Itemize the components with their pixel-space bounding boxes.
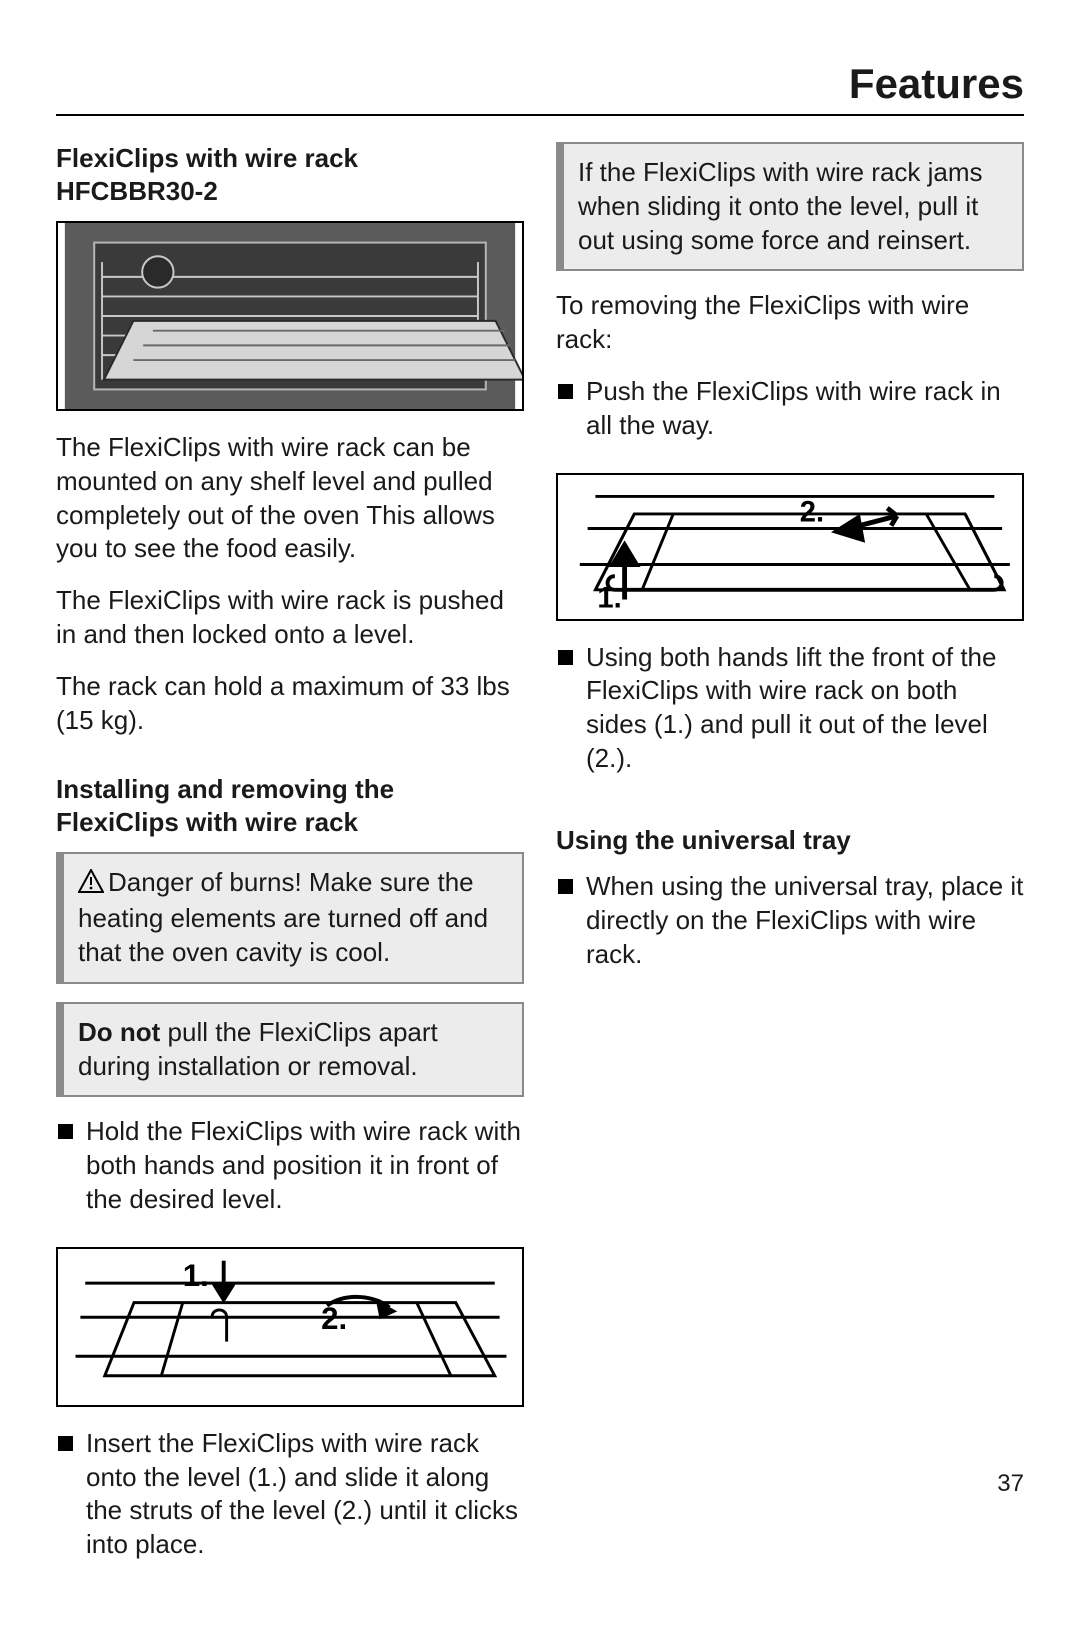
- left-step2: Insert the FlexiClips with wire rack ont…: [56, 1427, 524, 1562]
- remove-intro: To removing the FlexiClips with wire rac…: [556, 289, 1024, 357]
- right-step1: Push the FlexiClips with wire rack in al…: [556, 375, 1024, 443]
- heading-line2: HFCBBR30-2: [56, 176, 218, 206]
- install-heading: Installing and removing the FlexiClips w…: [56, 773, 524, 838]
- warning-triangle-icon: [78, 868, 104, 902]
- remove-diagram: 1. 2.: [556, 473, 1024, 621]
- donot-pull-box: Do not pull the FlexiClips apart during …: [56, 1002, 524, 1098]
- intro-p1: The FlexiClips with wire rack can be mou…: [56, 431, 524, 566]
- right-step2: Using both hands lift the front of the F…: [556, 641, 1024, 776]
- fig2-label-1: 1.: [597, 582, 621, 614]
- fig2-label-2: 2.: [800, 496, 824, 528]
- page-title: Features: [56, 60, 1024, 116]
- fig1-label-2: 2.: [321, 1301, 347, 1336]
- intro-p2: The FlexiClips with wire rack is pushed …: [56, 584, 524, 652]
- jam-note-box: If the FlexiClips with wire rack jams wh…: [556, 142, 1024, 271]
- fig1-label-1: 1.: [183, 1258, 209, 1293]
- tray-step: When using the universal tray, place it …: [556, 870, 1024, 971]
- install-diagram: 1. 2.: [56, 1247, 524, 1407]
- left-column: FlexiClips with wire rack HFCBBR30-2: [56, 142, 524, 1592]
- heading-line1: FlexiClips with wire rack: [56, 143, 358, 173]
- oven-rack-photo: [56, 221, 524, 411]
- left-step1: Hold the FlexiClips with wire rack with …: [56, 1115, 524, 1216]
- two-column-layout: FlexiClips with wire rack HFCBBR30-2: [56, 142, 1024, 1592]
- page-number: 37: [997, 1470, 1024, 1498]
- intro-p3: The rack can hold a maximum of 33 lbs (1…: [56, 670, 524, 738]
- burns-warning-box: Danger of burns! Make sure the heating e…: [56, 852, 524, 983]
- right-column: If the FlexiClips with wire rack jams wh…: [556, 142, 1024, 1592]
- tray-heading: Using the universal tray: [556, 824, 1024, 857]
- donot-bold: Do not: [78, 1017, 160, 1047]
- flexiclips-heading: FlexiClips with wire rack HFCBBR30-2: [56, 142, 524, 207]
- jam-note-text: If the FlexiClips with wire rack jams wh…: [578, 157, 983, 255]
- burns-warning-text: Danger of burns! Make sure the heating e…: [78, 867, 488, 967]
